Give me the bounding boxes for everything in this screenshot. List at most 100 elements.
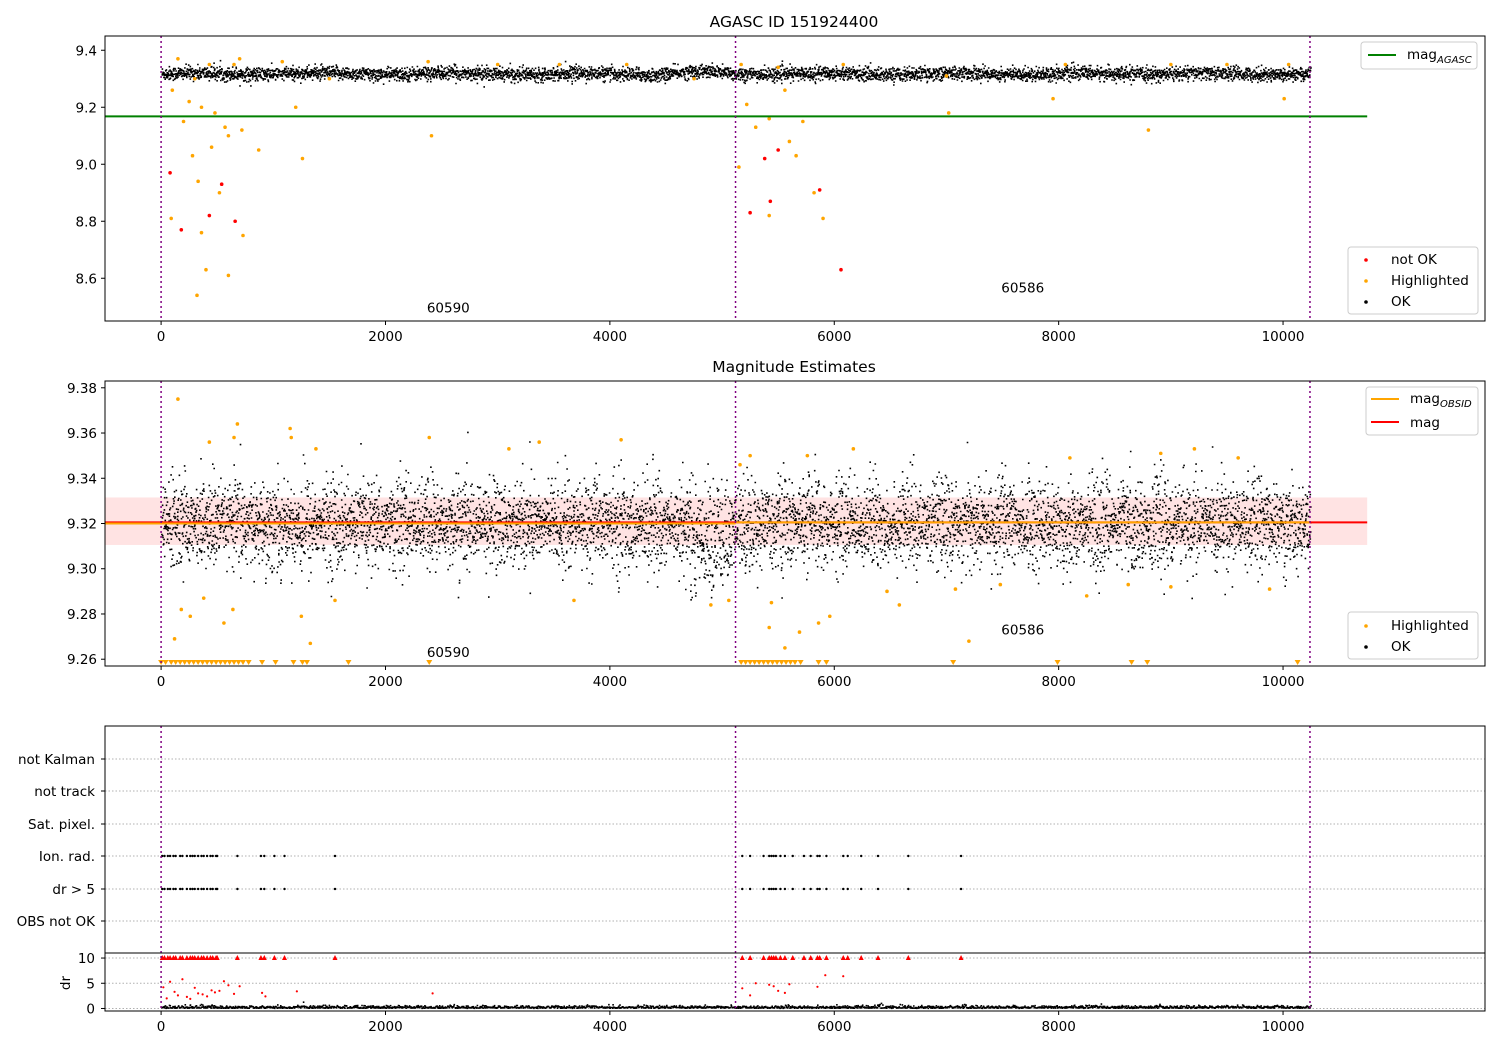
- highlighted-clipped-marker: [783, 660, 790, 665]
- highlighted-point: [288, 426, 292, 431]
- not-ok-point: [762, 156, 767, 161]
- dr-clipped-marker: [258, 955, 264, 961]
- highlighted-clipped-marker: [303, 660, 310, 665]
- flag-point: [907, 854, 910, 858]
- obsid-label: 60590: [427, 300, 470, 316]
- dr-flagged-point: [264, 995, 267, 998]
- highlighted-point: [946, 111, 951, 115]
- highlighted-point: [427, 435, 432, 440]
- highlighted-clipped-marker: [1294, 660, 1301, 665]
- flag-point: [859, 854, 863, 858]
- not-ok-point: [179, 228, 184, 232]
- y-tick-label: 8.8: [76, 214, 97, 230]
- highlighted-clipped-marker: [778, 660, 785, 665]
- highlighted-clipped-marker: [290, 660, 297, 665]
- highlighted-point: [805, 453, 810, 458]
- highlighted-point: [222, 621, 226, 625]
- highlighted-point: [738, 462, 742, 467]
- highlighted-clipped-marker: [186, 660, 193, 665]
- dr-clipped-marker: [184, 955, 190, 961]
- highlighted-point: [192, 76, 197, 81]
- highlighted-clipped-marker: [272, 660, 279, 665]
- legend-label-ok: OK: [1391, 294, 1412, 310]
- highlighted-point: [944, 74, 949, 78]
- flag-point: [181, 854, 184, 858]
- highlighted-clipped-marker: [769, 660, 776, 665]
- highlighted-point: [204, 267, 208, 272]
- highlighted-point: [223, 125, 227, 129]
- not-ok-point: [207, 213, 212, 218]
- highlighted-point: [256, 148, 261, 152]
- highlighted-point: [769, 600, 774, 605]
- highlighted-point: [816, 621, 821, 625]
- highlighted-point: [231, 607, 235, 612]
- x-tick-label: 8000: [1041, 1019, 1075, 1035]
- dr-clipped-marker: [161, 955, 167, 961]
- highlighted-point: [998, 582, 1003, 587]
- flag-point: [774, 887, 778, 891]
- highlighted-point: [821, 216, 825, 221]
- highlighted-point: [801, 119, 805, 124]
- highlighted-point: [1282, 96, 1286, 101]
- x-tick-label: 0: [157, 1019, 166, 1035]
- x-tick-label: 0: [157, 674, 166, 690]
- legend-label-ok: OK: [1391, 639, 1412, 655]
- highlighted-point: [776, 65, 780, 70]
- panel-1-plot-area: 60590 60586: [105, 36, 1368, 321]
- flag-point: [209, 854, 212, 858]
- dr-clipped-marker: [167, 955, 173, 961]
- dr-clipped-marker: [204, 955, 210, 961]
- highlighted-point: [280, 59, 285, 64]
- highlighted-point: [827, 614, 832, 619]
- panel-2-plot-area: 60590 60586: [105, 381, 1368, 666]
- flag-point: [209, 887, 212, 891]
- dr-flagged-point: [260, 991, 264, 994]
- highlighted-point: [1146, 128, 1151, 132]
- flag-point: [809, 887, 812, 891]
- dr-flagged-point: [842, 975, 845, 978]
- highlighted-point: [1063, 62, 1068, 67]
- dr-clipped-marker: [761, 955, 767, 961]
- flag-point: [263, 887, 266, 891]
- flag-point: [202, 854, 205, 858]
- panel-3-flag-labels: not Kalman not track Sat. pixel. Ion. rad. d…: [17, 752, 105, 1017]
- dr-clipped-marker: [179, 955, 185, 961]
- flag-point: [191, 854, 194, 858]
- flag-point: [168, 854, 172, 858]
- highlighted-clipped-marker: [172, 660, 179, 665]
- y-tick-label: 9.2: [76, 100, 97, 116]
- x-tick-label: 6000: [817, 674, 851, 690]
- highlighted-point: [1169, 585, 1173, 589]
- highlighted-clipped-marker: [222, 660, 229, 665]
- panel-flags: 0 2000 4000 6000 8000 10000 not Kalman not tra…: [17, 725, 1486, 1035]
- flag-point: [802, 854, 806, 858]
- dr-tick-label: 5: [86, 976, 95, 992]
- highlighted-point: [1068, 456, 1072, 460]
- highlighted-clipped-marker: [742, 660, 749, 665]
- dr-clipped-marker: [823, 955, 829, 961]
- flag-point: [283, 854, 286, 858]
- highlighted-clipped-marker: [199, 660, 206, 665]
- highlighted-point: [1169, 62, 1173, 67]
- flag-point: [959, 854, 963, 858]
- highlighted-point: [885, 589, 889, 594]
- highlighted-clipped-marker: [177, 660, 184, 665]
- highlighted-point: [199, 105, 204, 110]
- dr-clipped-marker: [271, 955, 277, 961]
- flag-point: [236, 854, 239, 858]
- highlighted-clipped-marker: [204, 660, 211, 665]
- dr-clipped-marker: [173, 955, 179, 961]
- panel-3-plot-area: [105, 726, 1485, 1011]
- highlighted-point: [207, 440, 212, 444]
- highlighted-point: [744, 102, 749, 107]
- highlighted-point: [232, 62, 236, 67]
- dr-clipped-marker: [195, 955, 201, 961]
- dr-flagged-point: [205, 995, 209, 998]
- x-tick-label: 0: [157, 329, 166, 345]
- dr-flagged-point: [165, 997, 168, 1000]
- highlighted-point: [308, 641, 313, 646]
- flag-point: [818, 854, 821, 858]
- panel-2-y-axis: 9.26 9.28 9.30 9.32 9.34 9.36 9.38: [67, 381, 105, 668]
- flag-point: [846, 887, 849, 891]
- highlighted-point: [195, 293, 199, 298]
